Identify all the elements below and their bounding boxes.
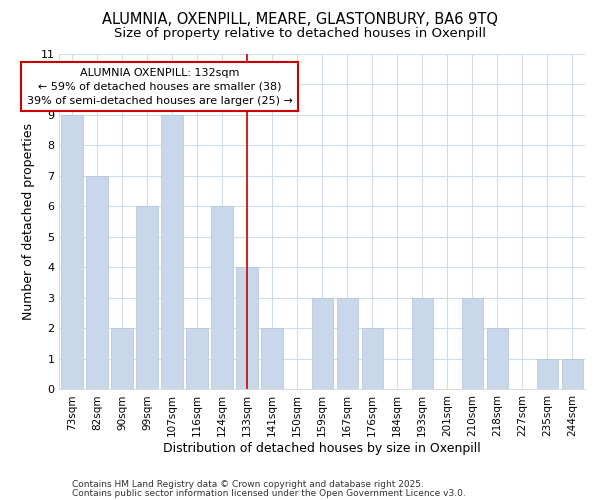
Text: Contains public sector information licensed under the Open Government Licence v3: Contains public sector information licen… bbox=[72, 488, 466, 498]
Bar bbox=[412, 298, 433, 390]
Bar bbox=[61, 115, 83, 390]
Bar bbox=[136, 206, 158, 390]
Bar bbox=[187, 328, 208, 390]
Text: Contains HM Land Registry data © Crown copyright and database right 2025.: Contains HM Land Registry data © Crown c… bbox=[72, 480, 424, 489]
Text: ALUMNIA OXENPILL: 132sqm
← 59% of detached houses are smaller (38)
39% of semi-d: ALUMNIA OXENPILL: 132sqm ← 59% of detach… bbox=[26, 68, 292, 106]
Bar bbox=[262, 328, 283, 390]
Bar bbox=[487, 328, 508, 390]
Bar bbox=[537, 359, 558, 390]
Bar bbox=[86, 176, 107, 390]
Bar bbox=[362, 328, 383, 390]
Bar bbox=[236, 268, 258, 390]
X-axis label: Distribution of detached houses by size in Oxenpill: Distribution of detached houses by size … bbox=[163, 442, 481, 455]
Bar bbox=[161, 115, 182, 390]
Bar bbox=[311, 298, 333, 390]
Y-axis label: Number of detached properties: Number of detached properties bbox=[22, 123, 35, 320]
Text: ALUMNIA, OXENPILL, MEARE, GLASTONBURY, BA6 9TQ: ALUMNIA, OXENPILL, MEARE, GLASTONBURY, B… bbox=[102, 12, 498, 28]
Bar bbox=[462, 298, 483, 390]
Bar bbox=[337, 298, 358, 390]
Bar bbox=[562, 359, 583, 390]
Bar bbox=[112, 328, 133, 390]
Text: Size of property relative to detached houses in Oxenpill: Size of property relative to detached ho… bbox=[114, 28, 486, 40]
Bar bbox=[211, 206, 233, 390]
